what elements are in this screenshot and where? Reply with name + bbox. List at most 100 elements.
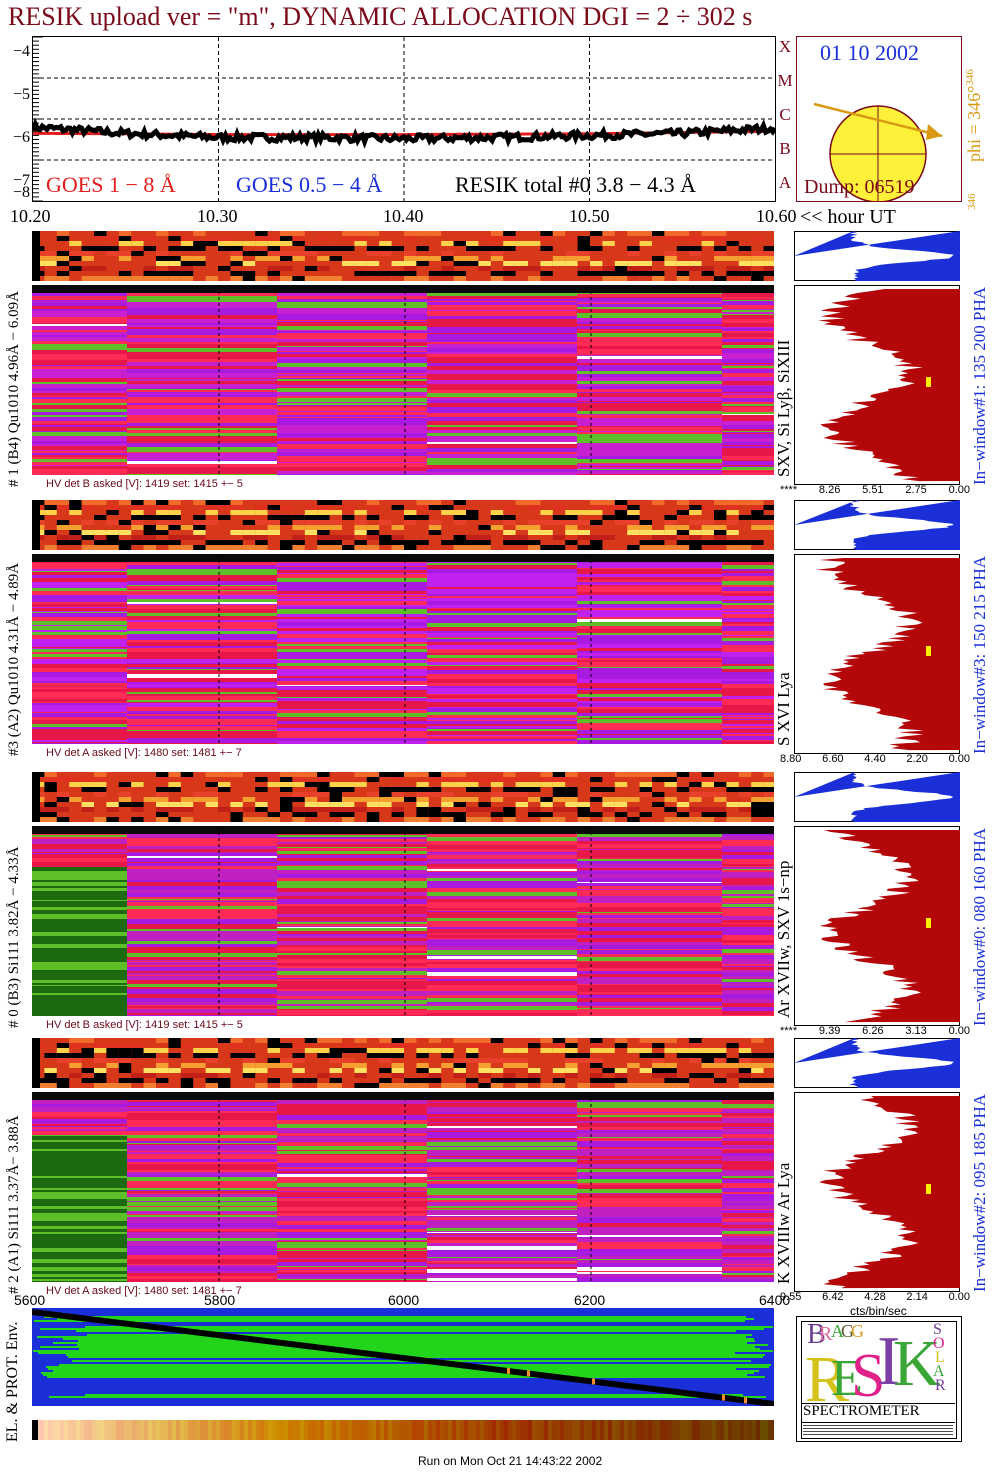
band-cell: [193, 256, 206, 261]
stripe: [32, 1271, 127, 1272]
stripe: [277, 379, 427, 381]
stripe: [577, 1198, 722, 1200]
band-cell: [94, 535, 107, 540]
band-cell: [726, 787, 739, 792]
stripe: [127, 1188, 277, 1190]
band-cell: [614, 510, 628, 515]
scale-tick: 4.28: [864, 1291, 886, 1303]
band-cell: [342, 817, 355, 822]
band-cell: [503, 792, 516, 797]
env-bar-cell: [324, 1420, 328, 1440]
stripe: [127, 659, 277, 663]
band-cell: [143, 236, 156, 241]
band-cell: [193, 525, 206, 530]
stripe: [427, 398, 577, 400]
band-cell: [689, 540, 702, 545]
band-cell: [466, 256, 479, 261]
band-cell: [342, 1043, 355, 1048]
stripe: [277, 634, 427, 637]
band-cell: [143, 271, 156, 276]
stripe: [277, 598, 427, 599]
band-cell: [391, 246, 404, 251]
band-cell: [81, 787, 94, 792]
band-cell: [602, 787, 615, 792]
env-bar-cell: [528, 1420, 532, 1440]
logo-caption: SPECTROMETER: [803, 1403, 920, 1419]
stripe: [722, 628, 774, 631]
band-cell: [242, 817, 256, 822]
band-cell: [44, 1068, 57, 1073]
stripe: [722, 1183, 774, 1184]
stripe: [722, 562, 774, 565]
band-cell: [590, 545, 603, 550]
stripe: [32, 322, 127, 323]
stripe: [32, 928, 127, 932]
env-bar-cell: [700, 1420, 704, 1440]
stripe: [427, 841, 577, 845]
stripe: [722, 1234, 774, 1236]
stripe: [32, 880, 127, 882]
band-cell: [280, 1058, 293, 1063]
band-cell: [490, 812, 504, 817]
band-cell: [106, 1053, 119, 1058]
stripe: [32, 992, 127, 993]
stripe: [277, 941, 427, 943]
pha-fill: [794, 772, 960, 822]
band-cell: [428, 231, 442, 236]
band-cell: [552, 1038, 566, 1043]
env-bar-cell: [412, 1420, 416, 1440]
stripe: [277, 686, 427, 687]
band-cell: [106, 540, 119, 545]
stripe: [427, 707, 577, 708]
band-cell: [552, 535, 566, 540]
stripe: [577, 437, 722, 440]
band-cell: [317, 276, 330, 281]
band-cell: [466, 1078, 479, 1083]
band-cell: [131, 802, 144, 807]
stripe: [577, 1227, 722, 1231]
stripe: [127, 464, 277, 465]
stripe: [32, 630, 127, 632]
stripe: [127, 1206, 277, 1207]
band-cell: [106, 276, 119, 281]
stripe: [127, 987, 277, 989]
stripe: [32, 892, 127, 895]
stripe: [427, 987, 577, 991]
stripe: [427, 998, 577, 1002]
band-cell: [304, 807, 318, 812]
band-cell: [751, 505, 764, 510]
band-cell: [565, 787, 578, 792]
stripe: [127, 909, 277, 913]
stripe: [32, 980, 127, 983]
env-bar-cell: [372, 1420, 376, 1440]
band-cell: [94, 500, 107, 505]
env-bar-cell: [356, 1420, 360, 1440]
stripe: [427, 904, 577, 908]
stripe: [127, 944, 277, 947]
stripe: [427, 380, 577, 381]
stripe: [277, 1173, 427, 1174]
env-bar-cell: [428, 1420, 432, 1440]
stripe: [577, 355, 722, 356]
band-cell: [56, 1043, 70, 1048]
stripe: [127, 294, 277, 296]
band-cell: [81, 777, 94, 782]
band-cell: [131, 535, 144, 540]
band-cell: [738, 1083, 752, 1088]
stripe: [277, 1241, 427, 1242]
stripe: [127, 950, 277, 953]
stripe: [277, 689, 427, 690]
stripe: [577, 1237, 722, 1238]
band-cell: [577, 266, 590, 271]
stripe: [577, 841, 722, 844]
band-cell: [230, 251, 243, 256]
band-cell: [478, 787, 491, 792]
stripe: [127, 886, 277, 890]
env-bar-cell: [756, 1420, 760, 1440]
band-cell: [428, 530, 442, 535]
band-cell: [428, 271, 442, 276]
band-cell: [565, 807, 578, 812]
stripe: [427, 953, 577, 955]
band-cell: [131, 1043, 144, 1048]
band-cell: [540, 510, 553, 515]
